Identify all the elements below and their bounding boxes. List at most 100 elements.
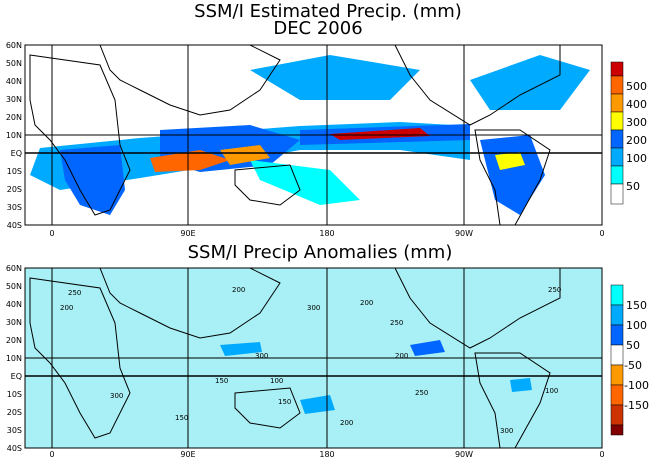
warm-pool-heavy — [220, 145, 270, 165]
south-pacific-band — [250, 160, 360, 205]
colorbar-swatch — [610, 284, 624, 306]
colorbar-swatch — [610, 93, 624, 113]
colorbar-label: -50 — [624, 359, 642, 372]
x-tick-label: 90E — [180, 450, 195, 458]
contour-label: 200 — [340, 419, 353, 427]
australia-outline — [234, 164, 301, 206]
contour-label: 300 — [255, 352, 268, 360]
colorbar-label: 500 — [626, 80, 647, 93]
bottom-map-frame — [24, 267, 603, 449]
contour-label: 150 — [175, 414, 188, 422]
y-tick-label: 10N — [6, 131, 22, 140]
anomaly-patch — [220, 342, 262, 356]
y-tick-label: EQ — [11, 149, 22, 158]
colorbar-label: 100 — [626, 319, 647, 332]
y-tick-label: 20N — [6, 336, 22, 345]
y-tick-label: 40S — [7, 444, 22, 453]
x-tick-label: 0 — [599, 450, 604, 458]
contour-label: 200 — [232, 286, 245, 294]
contour-label: 300 — [307, 304, 320, 312]
australia-outline — [234, 387, 301, 429]
bottom-anomaly-field — [220, 340, 532, 414]
top-subtitle: DEC 2006 — [273, 18, 362, 39]
colorbar-label: 200 — [626, 134, 647, 147]
top-colorbar: 500 400 300 200 100 50 — [610, 61, 647, 205]
y-tick-label: 30N — [6, 318, 22, 327]
africa-outline — [29, 54, 131, 216]
contour-label: 250 — [390, 319, 403, 327]
eurasia-outline — [99, 44, 281, 116]
y-tick-label: 40S — [7, 221, 22, 230]
x-tick-label: 0 — [49, 229, 54, 238]
anomaly-patch — [410, 340, 445, 356]
y-tick-label: 30S — [7, 426, 22, 435]
colorbar-swatch — [610, 304, 624, 326]
colorbar-swatch — [610, 364, 624, 386]
top-map-frame — [24, 44, 603, 226]
bottom-title: SSM/I Precip Anomalies (mm) — [188, 242, 453, 263]
colorbar-label: 50 — [626, 180, 640, 193]
top-grid — [25, 45, 602, 225]
contour-label: 150 — [215, 377, 228, 385]
y-tick-label: 50N — [6, 282, 22, 291]
x-tick-label: 90W — [455, 450, 473, 458]
colorbar-label: 100 — [626, 152, 647, 165]
africa-rain — [60, 145, 125, 215]
colorbar-label: 400 — [626, 98, 647, 111]
africa-outline — [29, 277, 131, 439]
colorbar-swatch — [610, 324, 624, 346]
colorbar-label: 50 — [626, 339, 640, 352]
colorbar-swatch — [610, 183, 624, 205]
y-tick-label: 20N — [6, 113, 22, 122]
eurasia-outline — [99, 267, 281, 339]
contour-label: 300 — [500, 427, 513, 435]
y-tick-label: EQ — [11, 372, 22, 381]
x-tick-label: 180 — [319, 229, 334, 238]
north-america-outline — [394, 44, 561, 126]
y-tick-label: 40N — [6, 77, 22, 86]
colorbar-swatch — [610, 147, 624, 167]
y-tick-label: 60N — [6, 264, 22, 273]
top-map-panel: 60N 50N 40N 30N 20N 10N EQ 10S 20S 30S 4… — [6, 41, 605, 238]
x-tick-label: 180 — [319, 450, 334, 458]
colorbar-swatch — [610, 404, 624, 426]
colorbar-label: -100 — [624, 379, 649, 392]
amazon-heavy — [495, 152, 525, 170]
top-x-ticks: 0 90E 180 90W 0 — [49, 229, 604, 238]
x-tick-label: 90E — [180, 229, 195, 238]
colorbar-swatch — [610, 61, 624, 77]
y-tick-label: 10N — [6, 354, 22, 363]
y-tick-label: 40N — [6, 300, 22, 309]
top-precip-field — [30, 55, 590, 215]
y-tick-label: 20S — [7, 408, 22, 417]
bottom-colorbar: 150 100 50 -50 -100 -150 — [610, 284, 649, 436]
contour-label: 300 — [110, 392, 123, 400]
colorbar-swatch — [610, 75, 624, 95]
contour-label: 100 — [270, 377, 283, 385]
contour-labels: 200 200 250 300 250 200 300 200 300 150 … — [60, 286, 561, 435]
bottom-grid — [25, 268, 602, 448]
colorbar-label: 150 — [626, 299, 647, 312]
north-america-outline — [394, 267, 561, 349]
colorbar-swatch — [610, 344, 624, 366]
colorbar-swatch — [610, 129, 624, 149]
top-continents — [29, 44, 561, 226]
x-tick-label: 0 — [49, 450, 54, 458]
top-y-ticks: 60N 50N 40N 30N 20N 10N EQ 10S 20S 30S 4… — [6, 41, 22, 230]
y-tick-label: 20S — [7, 185, 22, 194]
contour-label: 200 — [60, 304, 73, 312]
bottom-x-ticks: 0 90E 180 90W 0 — [49, 450, 604, 458]
contour-label: 150 — [278, 398, 291, 406]
y-tick-label: 50N — [6, 59, 22, 68]
y-tick-label: 10S — [7, 390, 22, 399]
colorbar-swatch — [610, 424, 624, 436]
x-tick-label: 0 — [599, 229, 604, 238]
contour-label: 100 — [545, 387, 558, 395]
contour-label: 250 — [68, 289, 81, 297]
y-tick-label: 10S — [7, 167, 22, 176]
x-tick-label: 90W — [455, 229, 473, 238]
colorbar-label: -150 — [624, 399, 649, 412]
contour-label: 200 — [360, 299, 373, 307]
pacific-heavy — [330, 128, 430, 140]
